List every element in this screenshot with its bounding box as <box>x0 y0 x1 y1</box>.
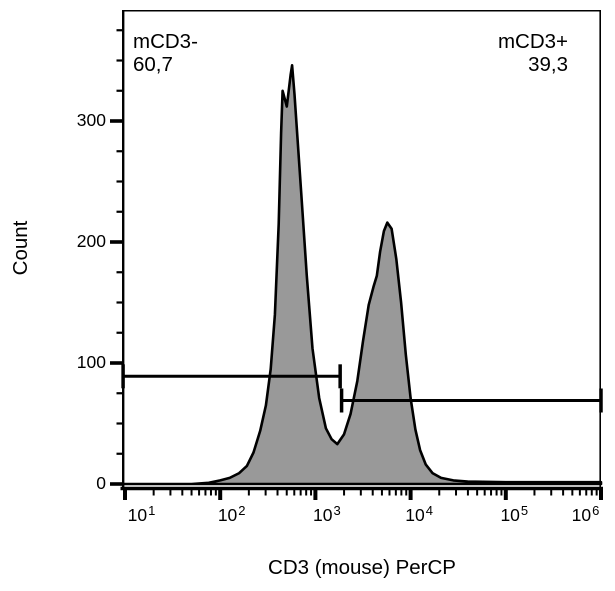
x-tick-base: 10 <box>127 504 148 525</box>
x-tick-base: 10 <box>217 504 238 525</box>
x-tick-label-10e4: 104 <box>381 502 457 526</box>
x-tick-exponent: 5 <box>520 503 529 518</box>
x-tick-exponent: 3 <box>333 503 341 518</box>
x-tick-base: 10 <box>571 504 592 525</box>
y-axis-label: Count <box>9 220 32 276</box>
gate-negative-percent: 60,7 <box>133 52 173 76</box>
gate-annotation-mcd3-negative: mCD3- 60,7 <box>133 30 198 76</box>
x-tick-label-10e6: 106 <box>547 502 615 526</box>
gate-positive-percent: 39,3 <box>528 52 568 76</box>
x-tick-label-10e2: 102 <box>193 502 269 526</box>
gate-annotation-mcd3-positive: mCD3+ 39,3 <box>497 30 568 76</box>
x-tick-label-10e5: 105 <box>476 502 552 526</box>
y-tick-label-300: 300 <box>76 110 106 130</box>
x-tick-label-10e1: 101 <box>103 502 179 526</box>
histogram-area <box>121 64 603 486</box>
x-axis-label: CD3 (mouse) PerCP <box>268 556 456 579</box>
gate-negative-name: mCD3- <box>133 30 198 53</box>
x-tick-exponent: 1 <box>148 503 156 518</box>
x-tick-exponent: 4 <box>425 503 433 518</box>
x-tick-base: 10 <box>405 504 425 525</box>
y-tick-label-200: 200 <box>76 231 106 251</box>
y-tick-label-0: 0 <box>96 473 106 493</box>
x-tick-label-10e3: 103 <box>288 502 364 526</box>
y-tick-label-100: 100 <box>76 352 106 372</box>
x-tick-exponent: 6 <box>592 503 600 518</box>
gate-positive-name: mCD3+ <box>497 30 568 53</box>
x-tick-exponent: 2 <box>238 503 246 518</box>
x-tick-base: 10 <box>313 504 333 525</box>
x-tick-base: 10 <box>500 504 520 525</box>
